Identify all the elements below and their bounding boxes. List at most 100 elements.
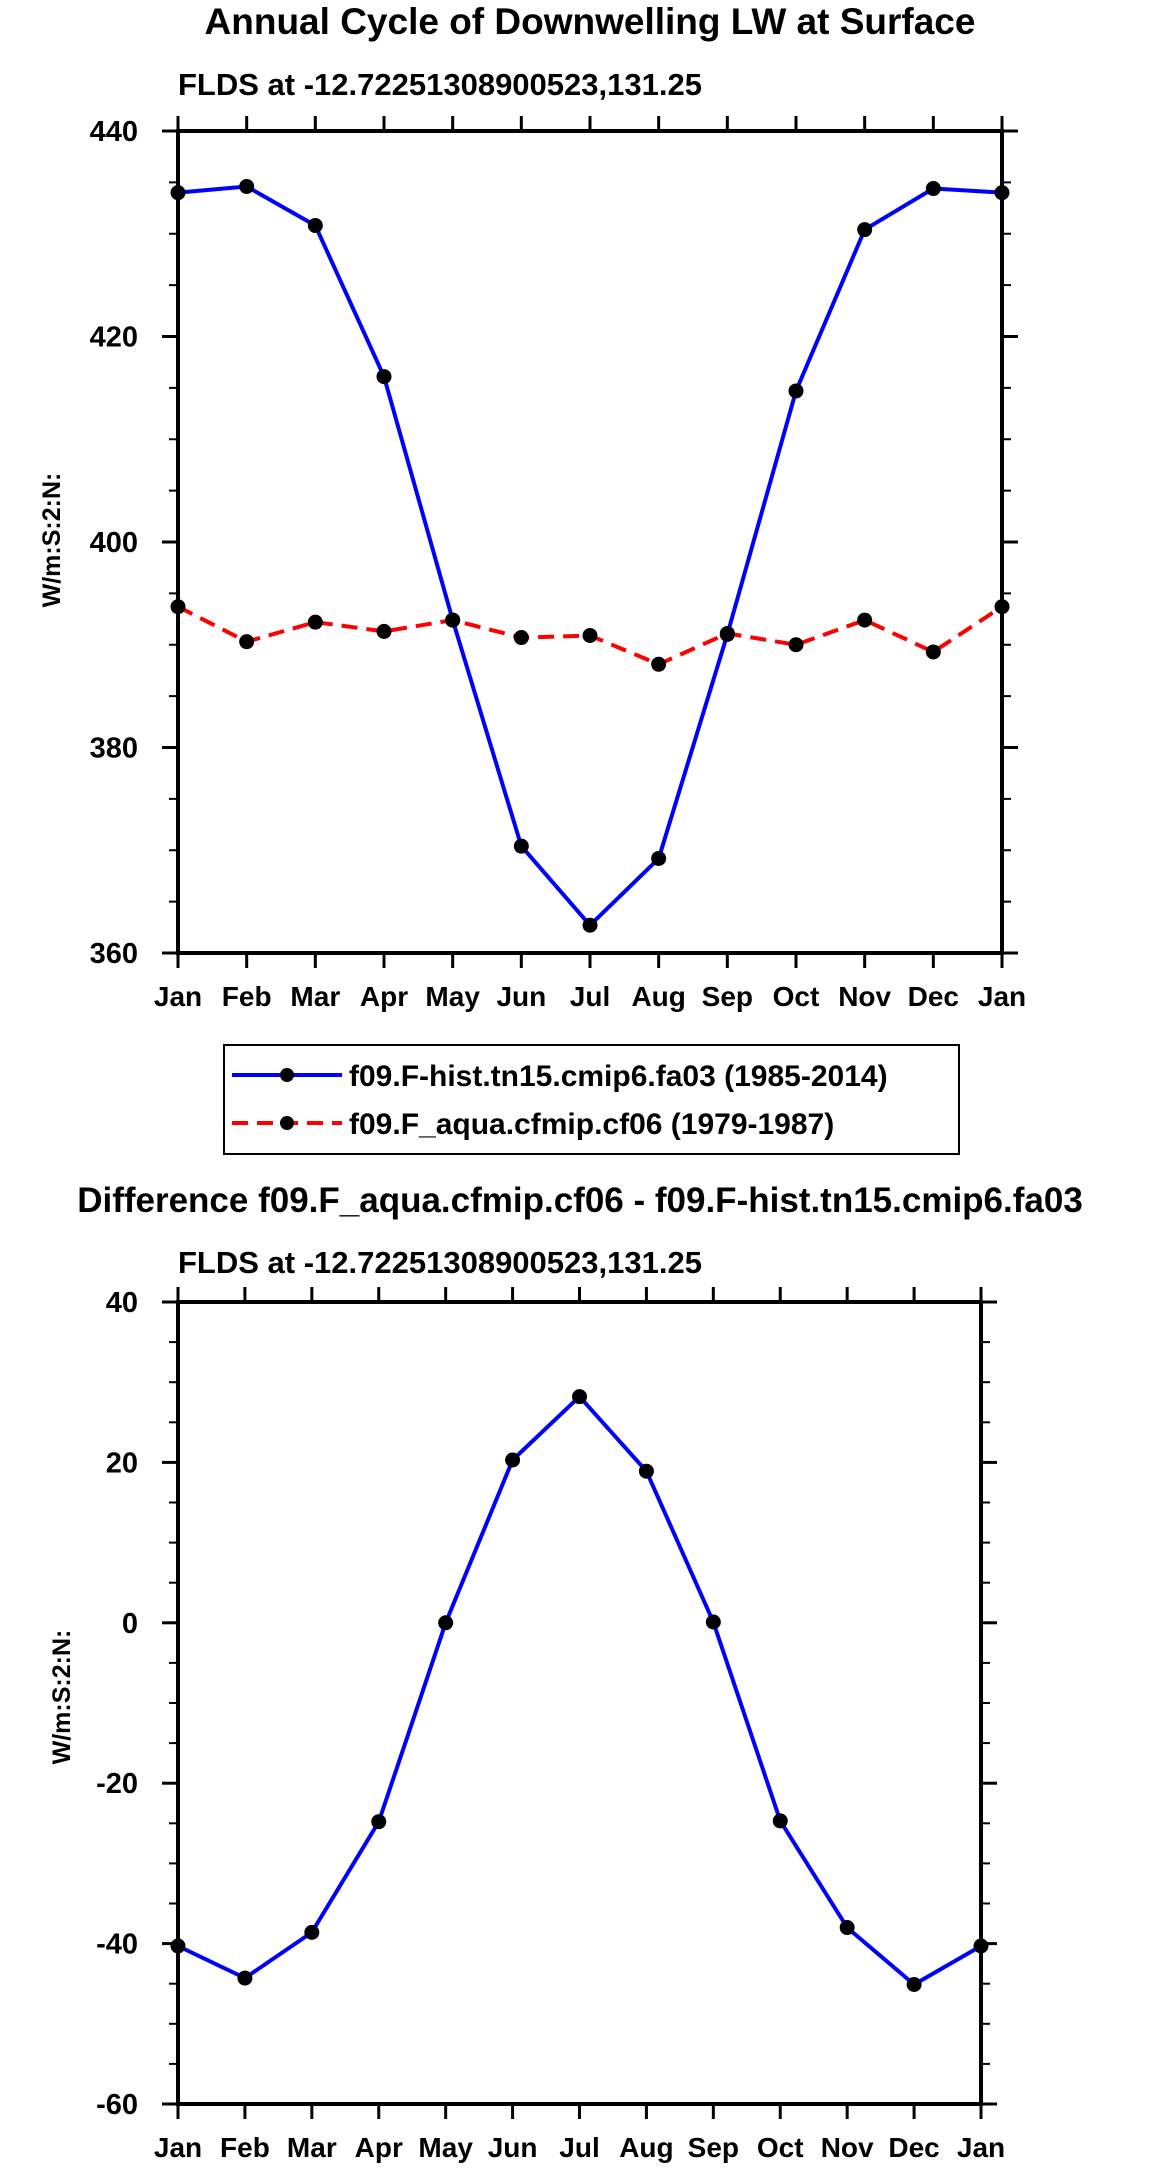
top-plot-frame [176,129,1004,955]
bottom-x-tick-label: Oct [757,2132,804,2163]
bottom-series-1-point [906,1977,922,1993]
bottom-series-1-point [772,1813,788,1829]
top-x-tick-label: Aug [631,981,685,1012]
top-legend: f09.F-hist.tn15.cmip6.fa03 (1985-2014) f… [223,1044,960,1155]
bottom-y-tick-labels: -60 -40 -20 0 20 40 [96,1287,138,2121]
bottom-series-1-point [973,1938,989,1954]
bottom-x-tick-label: Feb [220,2132,270,2163]
top-y-tick-label: 440 [90,116,138,148]
top-series-2-point [651,656,667,672]
legend-marker-series-2 [280,1116,294,1130]
legend-label-series-2: f09.F_aqua.cfmip.cf06 (1979-1987) [349,1108,834,1141]
top-x-tick-label: Jul [570,981,610,1012]
top-chart-title: Annual Cycle of Downwelling LW at Surfac… [205,1,976,42]
bottom-x-tick-label: Dec [888,2132,939,2163]
bottom-series-line-1 [177,1394,982,1987]
legend-marker-series-1 [280,1068,294,1082]
top-y-tick-label: 420 [90,322,138,354]
bottom-series-1-point [237,1970,253,1986]
bottom-series-1-point [304,1924,320,1940]
bottom-chart: Difference f09.F_aqua.cfmip.cf06 - f09.F… [48,1181,1083,2163]
legend-box [223,1044,960,1155]
top-series-1-point [582,917,598,933]
top-series-1-point [925,181,941,197]
bottom-x-tick-label: Jan [957,2132,1005,2163]
bottom-x-tick-label: Aug [619,2132,673,2163]
top-x-tick-label: Mar [290,981,340,1012]
bottom-x-tick-labels: Jan Feb Mar Apr May Jun Jul Aug Sep Oct Nov Dec Jan [154,2132,1005,2163]
bottom-x-tick-label: Sep [688,2132,739,2163]
bottom-x-tick-label: Jun [488,2132,538,2163]
top-series-2-point [445,612,461,628]
top-series-line-1 [177,184,1003,928]
top-series-1-point [651,850,667,866]
bottom-y-tick-label: 40 [106,1287,138,1319]
top-series-2-point [994,599,1010,615]
top-series-1-point [170,185,186,201]
top-chart-y-label: W/m:S:2:N: [38,473,66,608]
bottom-x-tick-label: Apr [355,2132,403,2163]
top-y-tick-label: 400 [90,527,138,559]
legend-entry-series-2: f09.F_aqua.cfmip.cf06 (1979-1987) [232,1108,834,1141]
bottom-y-tick-label: 20 [106,1447,138,1479]
top-series-2-point [376,623,392,639]
top-chart: Annual Cycle of Downwelling LW at Surfac… [38,1,1026,1155]
bottom-y-tick-label: -40 [96,1929,138,1961]
bottom-chart-title: Difference f09.F_aqua.cfmip.cf06 - f09.F… [77,1181,1083,1220]
top-x-tick-label: Apr [360,981,408,1012]
top-x-tick-label: Jan [978,981,1026,1012]
top-series-2-point [788,637,804,653]
bottom-plot-frame [176,1300,983,2106]
top-series-2-point [239,634,255,650]
top-series-2-point [719,625,735,641]
top-series-1-point [307,218,323,234]
top-series-2-point [925,644,941,660]
bottom-y-tick-label: -60 [96,2089,138,2121]
top-series-2-point [170,599,186,615]
top-series-2-point [307,614,323,630]
top-x-tick-labels: Jan Feb Mar Apr May Jun Jul Aug Sep Oct Nov Dec Jan [154,981,1026,1012]
bottom-series-points [170,1389,989,1993]
top-axis-ticks [162,116,1018,968]
bottom-series-1-point [371,1814,387,1830]
top-series-2-point [857,612,873,628]
top-series-2-point [513,630,529,646]
top-series-1-point [857,222,873,238]
top-x-tick-label: Nov [838,981,891,1012]
bottom-series-1-point [638,1463,654,1479]
top-x-tick-label: Jan [154,981,202,1012]
top-series-points [170,178,1010,933]
top-x-tick-label: Oct [773,981,820,1012]
top-x-tick-label: Feb [222,981,272,1012]
top-series-1-point [994,185,1010,201]
bottom-x-tick-label: Nov [821,2132,874,2163]
top-series-1-point [788,383,804,399]
top-series-1-point [513,838,529,854]
bottom-series-1-point [438,1615,454,1631]
bottom-x-tick-label: Jul [559,2132,599,2163]
bottom-series-1-point [170,1938,186,1954]
top-series-1-point [239,178,255,194]
bottom-chart-subtitle: FLDS at -12.72251308900523,131.25 [178,1245,702,1280]
top-chart-subtitle: FLDS at -12.72251308900523,131.25 [178,67,702,102]
top-series-lines [177,184,1004,928]
bottom-y-tick-label: 0 [122,1608,138,1640]
bottom-axis-ticks [162,1287,997,2119]
bottom-series-1-point [572,1389,587,1405]
legend-entry-series-1: f09.F-hist.tn15.cmip6.fa03 (1985-2014) [232,1060,888,1093]
top-y-tick-labels: 360 380 400 420 440 [90,116,138,970]
bottom-series-lines [177,1394,982,1987]
top-y-tick-label: 380 [90,733,138,765]
bottom-series-1-point [705,1614,721,1630]
bottom-series-1-point [839,1920,855,1936]
bottom-series-1-point [505,1452,521,1468]
top-y-tick-label: 360 [90,938,138,970]
top-x-tick-label: Jun [496,981,546,1012]
top-series-1-point [376,369,392,385]
bottom-x-tick-label: May [418,2132,473,2163]
bottom-chart-y-label: W/m:S:2:N: [48,1630,76,1765]
top-x-tick-label: Sep [702,981,753,1012]
bottom-x-tick-label: Jan [154,2132,202,2163]
bottom-x-tick-label: Mar [287,2132,337,2163]
top-x-tick-label: Dec [908,981,959,1012]
